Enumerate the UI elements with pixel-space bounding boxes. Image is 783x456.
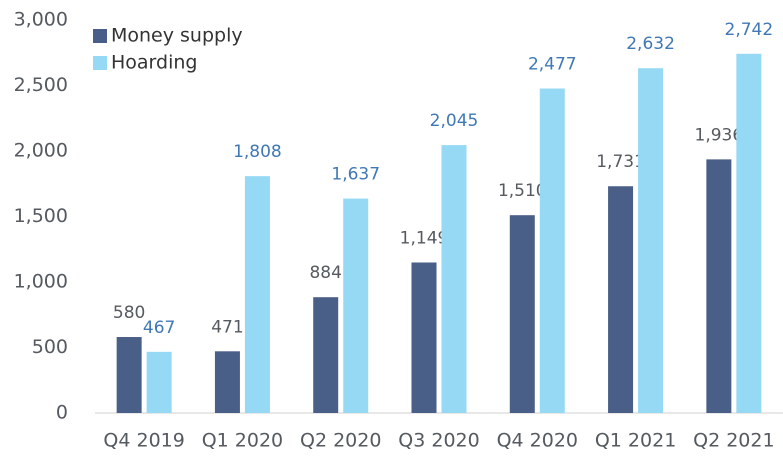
- legend-label: Money supply: [111, 25, 243, 47]
- x-tick-label: Q1 2020: [202, 430, 283, 452]
- x-tick-label: Q4 2020: [497, 430, 578, 452]
- value-label: 1,808: [233, 142, 282, 162]
- value-label: 471: [211, 317, 243, 337]
- y-tick-label: 500: [32, 336, 68, 358]
- x-tick-label: Q4 2019: [103, 430, 184, 452]
- y-tick-label: 0: [56, 402, 68, 424]
- bar: [509, 215, 535, 413]
- y-tick-label: 1,000: [14, 271, 68, 293]
- x-tick-label: Q1 2021: [595, 430, 676, 452]
- value-label: 2,632: [626, 34, 675, 54]
- bar: [146, 351, 172, 413]
- value-label: 1,510: [498, 181, 547, 201]
- value-label: 1,936: [695, 125, 744, 145]
- bar: [244, 176, 270, 413]
- y-tick-label: 3,000: [14, 9, 68, 31]
- bar: [411, 262, 437, 413]
- bar: [608, 186, 634, 413]
- value-label: 580: [113, 303, 145, 323]
- y-tick-label: 2,000: [14, 140, 68, 162]
- value-label: 1,149: [400, 228, 449, 248]
- value-label: 884: [309, 263, 341, 283]
- x-tick-label: Q2 2021: [693, 430, 774, 452]
- bar: [313, 297, 339, 413]
- bar: [539, 88, 565, 413]
- bar: [214, 351, 240, 413]
- bar: [736, 53, 762, 413]
- legend-swatch: [93, 56, 107, 70]
- legend-swatch: [93, 29, 107, 43]
- value-label: 467: [143, 318, 175, 338]
- value-label: 1,637: [331, 165, 380, 185]
- value-label: 2,477: [528, 55, 577, 75]
- bar: [441, 145, 467, 414]
- bar: [343, 198, 369, 413]
- value-label: 1,731: [596, 152, 645, 172]
- legend-label: Hoarding: [111, 52, 197, 74]
- x-tick-label: Q2 2020: [300, 430, 381, 452]
- y-tick-label: 1,500: [14, 205, 68, 227]
- bar: [638, 68, 664, 413]
- y-tick-label: 2,500: [14, 74, 68, 96]
- x-tick-label: Q3 2020: [398, 430, 479, 452]
- bar: [706, 159, 732, 413]
- value-label: 2,045: [430, 111, 479, 131]
- bar: [116, 337, 142, 413]
- value-label: 2,742: [725, 20, 774, 40]
